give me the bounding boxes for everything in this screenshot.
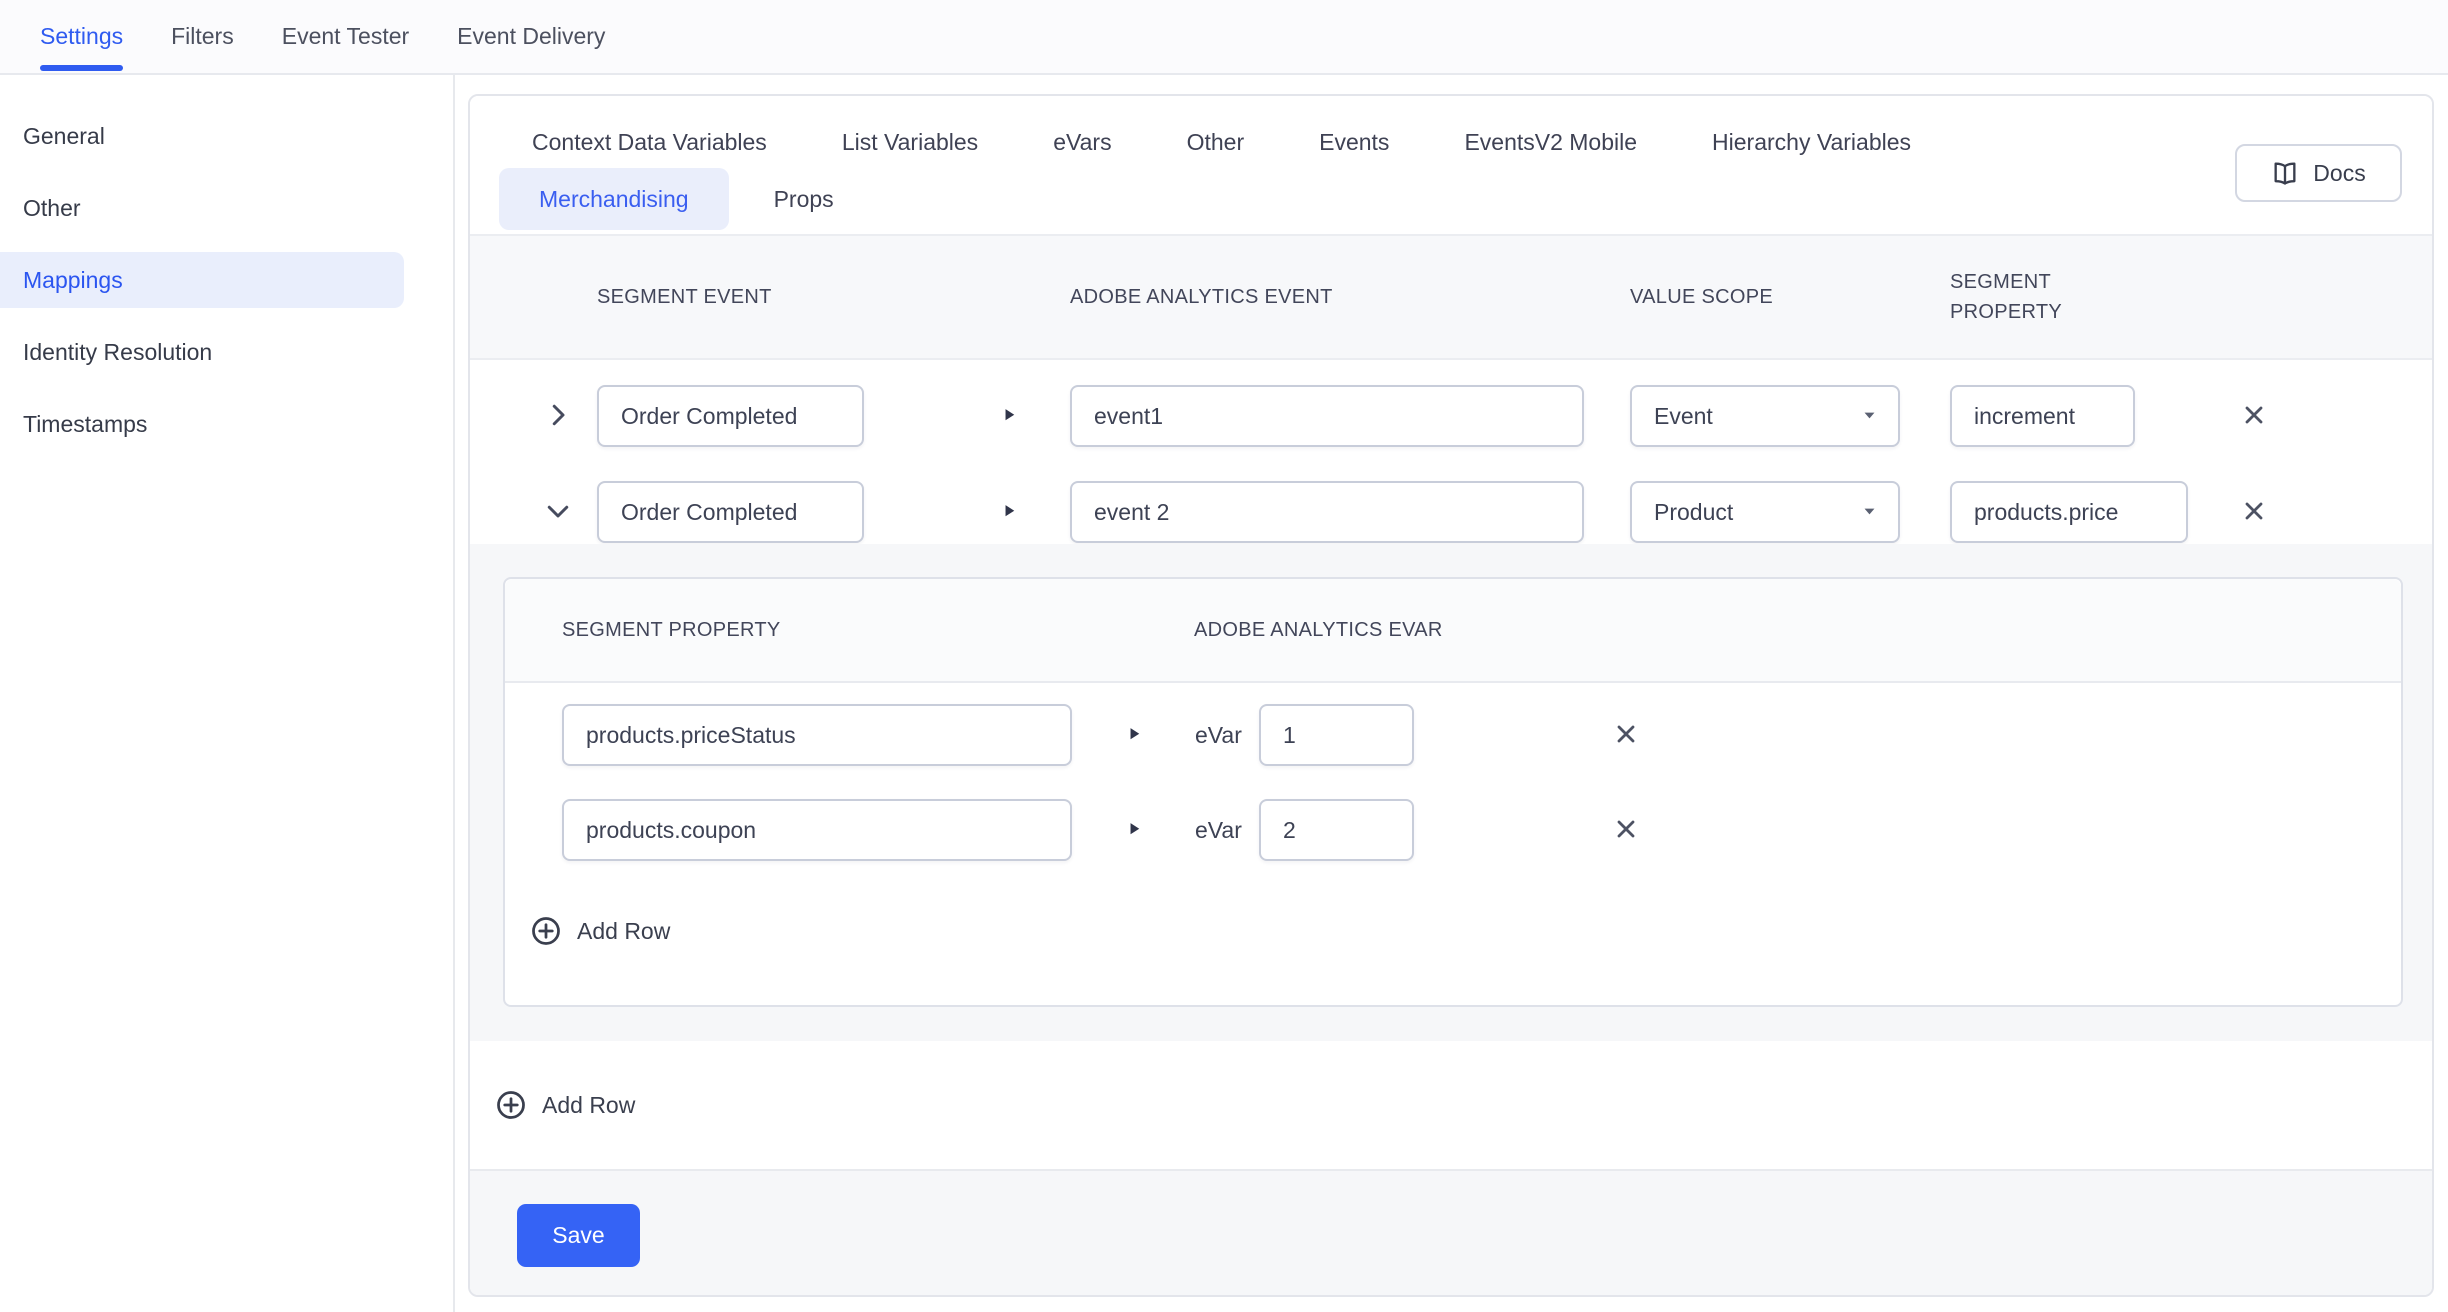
value-scope-selected: Event xyxy=(1654,402,1713,429)
sidebar-item-identity-resolution[interactable]: Identity Resolution xyxy=(23,338,213,365)
tab-other[interactable]: Other xyxy=(1186,128,1245,155)
segment-property-input[interactable] xyxy=(1950,481,2188,543)
column-header-segment-property: SEGMENT PROPERTY xyxy=(1950,271,2063,323)
segment-property-input[interactable] xyxy=(562,799,1072,861)
add-mapping-row-button[interactable]: Add Row xyxy=(496,1090,635,1120)
sidebar-item-timestamps[interactable]: Timestamps xyxy=(23,410,148,437)
evar-row: eVar xyxy=(505,799,2401,861)
book-icon xyxy=(2274,162,2296,185)
sidebar-item-general[interactable]: General xyxy=(23,122,105,149)
evar-label: eVar xyxy=(1195,721,1242,748)
evar-table-header: SEGMENT PROPERTY ADOBE ANALYTICS EVAR xyxy=(505,579,2401,683)
triangle-right-icon xyxy=(1125,820,1144,844)
tab-hierarchy-variables[interactable]: Hierarchy Variables xyxy=(1712,128,1912,155)
caret-down-icon xyxy=(1861,403,1878,430)
triangle-right-icon xyxy=(1125,725,1144,749)
sidebar-divider xyxy=(453,75,455,1312)
variable-tabs-row2: Merchandising Props xyxy=(499,168,834,230)
add-row-label: Add Row xyxy=(577,917,671,944)
nav-tab-event-tester[interactable]: Event Tester xyxy=(281,23,410,49)
add-mapping-row-band: Add Row xyxy=(470,1041,2432,1169)
triangle-right-icon xyxy=(1000,406,1019,430)
nav-tab-filters[interactable]: Filters xyxy=(171,23,234,49)
mappings-rows: Event Pr xyxy=(470,360,2432,544)
mapping-row: Event xyxy=(470,385,2432,447)
chevron-down-icon[interactable] xyxy=(542,496,574,528)
segment-event-input[interactable] xyxy=(597,481,864,543)
remove-row-x-icon[interactable] xyxy=(1610,719,1642,751)
save-button[interactable]: Save xyxy=(517,1204,640,1267)
column-header-segment-event: SEGMENT EVENT xyxy=(597,285,772,308)
column-header-adobe-analytics-evar: ADOBE ANALYTICS EVAR xyxy=(1194,618,1443,641)
add-evar-row-button[interactable]: Add Row xyxy=(531,901,670,961)
adobe-analytics-event-input[interactable] xyxy=(1070,481,1584,543)
docs-button-label: Docs xyxy=(2313,159,2366,186)
remove-row-x-icon[interactable] xyxy=(1610,814,1642,846)
tab-props[interactable]: Props xyxy=(773,185,834,212)
top-nav: Settings Filters Event Tester Event Deli… xyxy=(0,0,2448,75)
evar-label: eVar xyxy=(1195,816,1242,843)
evar-mappings-card: SEGMENT PROPERTY ADOBE ANALYTICS EVAR eV… xyxy=(503,577,2403,1007)
evar-number-input[interactable] xyxy=(1259,799,1414,861)
add-row-label: Add Row xyxy=(542,1091,636,1118)
caret-down-icon xyxy=(1861,499,1878,526)
mapping-row: Product xyxy=(470,481,2432,543)
segment-property-input[interactable] xyxy=(562,704,1072,766)
evar-row: eVar xyxy=(505,704,2401,766)
plus-circle-icon xyxy=(532,917,560,945)
column-header-adobe-analytics-event: ADOBE ANALYTICS EVENT xyxy=(1070,285,1333,308)
tab-evars[interactable]: eVars xyxy=(1053,128,1112,155)
chevron-right-icon[interactable] xyxy=(542,400,574,432)
remove-row-x-icon[interactable] xyxy=(2238,496,2270,528)
tab-list-variables[interactable]: List Variables xyxy=(841,128,979,155)
expanded-row-subpanel: SEGMENT PROPERTY ADOBE ANALYTICS EVAR eV… xyxy=(470,544,2432,1041)
nav-tab-settings[interactable]: Settings xyxy=(40,0,124,73)
sidebar-item-other[interactable]: Other xyxy=(23,194,81,221)
sidebar-item-mappings[interactable]: Mappings xyxy=(0,252,404,308)
mappings-table-header: SEGMENT EVENT ADOBE ANALYTICS EVENT VALU… xyxy=(470,234,2432,360)
remove-row-x-icon[interactable] xyxy=(2238,400,2270,432)
tab-events[interactable]: Events xyxy=(1319,128,1390,155)
adobe-analytics-event-input[interactable] xyxy=(1070,385,1584,447)
variable-tabs-row1: Context Data Variables List Variables eV… xyxy=(532,118,1911,166)
value-scope-selected: Product xyxy=(1654,498,1734,525)
plus-circle-icon xyxy=(497,1091,525,1119)
mappings-card: Context Data Variables List Variables eV… xyxy=(468,94,2434,1297)
value-scope-select[interactable]: Event xyxy=(1630,385,1900,447)
docs-button[interactable]: Docs xyxy=(2235,144,2402,202)
evar-number-input[interactable] xyxy=(1259,704,1414,766)
value-scope-select[interactable]: Product xyxy=(1630,481,1900,543)
variable-tabs: Context Data Variables List Variables eV… xyxy=(470,96,2432,234)
tab-merchandising[interactable]: Merchandising xyxy=(499,168,729,230)
tab-eventsv2-mobile[interactable]: EventsV2 Mobile xyxy=(1464,128,1638,155)
card-footer: Save xyxy=(470,1169,2432,1295)
triangle-right-icon xyxy=(1000,502,1019,526)
segment-property-input[interactable] xyxy=(1950,385,2135,447)
segment-event-input[interactable] xyxy=(597,385,864,447)
column-header-value-scope: VALUE SCOPE xyxy=(1630,285,1773,308)
nav-tab-event-delivery[interactable]: Event Delivery xyxy=(457,23,606,49)
column-header-segment-property: SEGMENT PROPERTY xyxy=(562,618,781,641)
tab-context-data-variables[interactable]: Context Data Variables xyxy=(532,128,767,155)
